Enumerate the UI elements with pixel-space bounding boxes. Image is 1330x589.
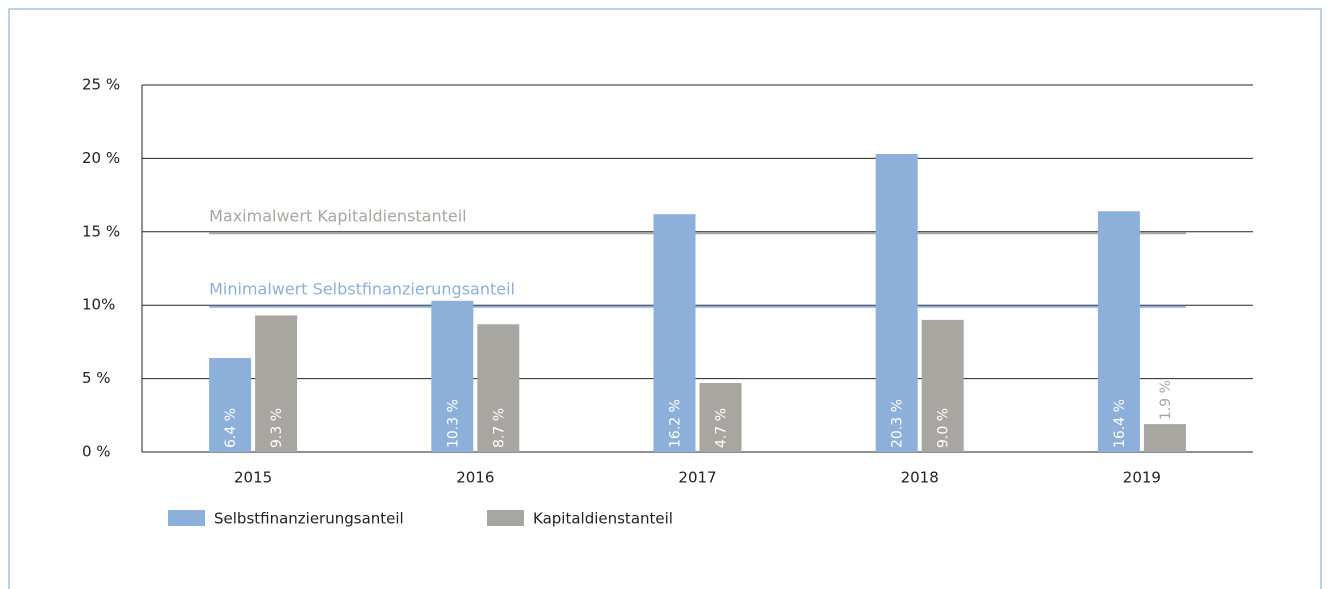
value-label: 20.3 % bbox=[890, 399, 906, 448]
frame bbox=[8, 8, 1322, 589]
y-tick-label: 0 % bbox=[82, 443, 111, 461]
legend-label: Selbstfinanzierungsanteil bbox=[214, 510, 404, 528]
value-label: 9.3 % bbox=[269, 408, 285, 448]
y-tick-label: 5 % bbox=[82, 369, 111, 387]
y-tick-label: 25 % bbox=[82, 76, 120, 94]
x-tick-label: 2016 bbox=[456, 469, 494, 487]
value-label: 8.7 % bbox=[491, 408, 507, 448]
value-label: 9.0 % bbox=[936, 408, 952, 448]
y-tick-label: 10% bbox=[82, 296, 115, 314]
bar bbox=[653, 214, 696, 452]
x-tick-label: 2017 bbox=[678, 469, 716, 487]
value-label: 4.7 % bbox=[714, 408, 730, 448]
y-tick-label: 20 % bbox=[82, 149, 120, 167]
value-label: 6.4 % bbox=[223, 408, 239, 448]
y-tick-label: 15 % bbox=[82, 222, 120, 240]
x-tick-label: 2018 bbox=[901, 469, 939, 487]
legend-swatch bbox=[487, 510, 524, 526]
reference-label: Minimalwert Selbstfinanzierungsanteil bbox=[209, 280, 515, 299]
bar bbox=[1097, 211, 1140, 452]
bar bbox=[875, 153, 918, 452]
legend-swatch bbox=[168, 510, 205, 526]
bar bbox=[921, 319, 964, 452]
value-label: 10.3 % bbox=[445, 399, 461, 448]
bar bbox=[477, 324, 520, 452]
reference-label: Maximalwert Kapitaldienstanteil bbox=[209, 206, 467, 225]
bar bbox=[699, 383, 742, 452]
legend-label: Kapitaldienstanteil bbox=[533, 510, 673, 528]
bar bbox=[255, 315, 298, 452]
x-tick-label: 2015 bbox=[234, 469, 272, 487]
x-tick-label: 2019 bbox=[1123, 469, 1161, 487]
bar bbox=[1143, 424, 1186, 452]
value-label: 16.2 % bbox=[668, 399, 684, 448]
bar bbox=[209, 358, 252, 452]
value-label: 16.4 % bbox=[1112, 399, 1128, 448]
value-label: 1.9 % bbox=[1158, 380, 1174, 420]
bar bbox=[431, 300, 474, 452]
